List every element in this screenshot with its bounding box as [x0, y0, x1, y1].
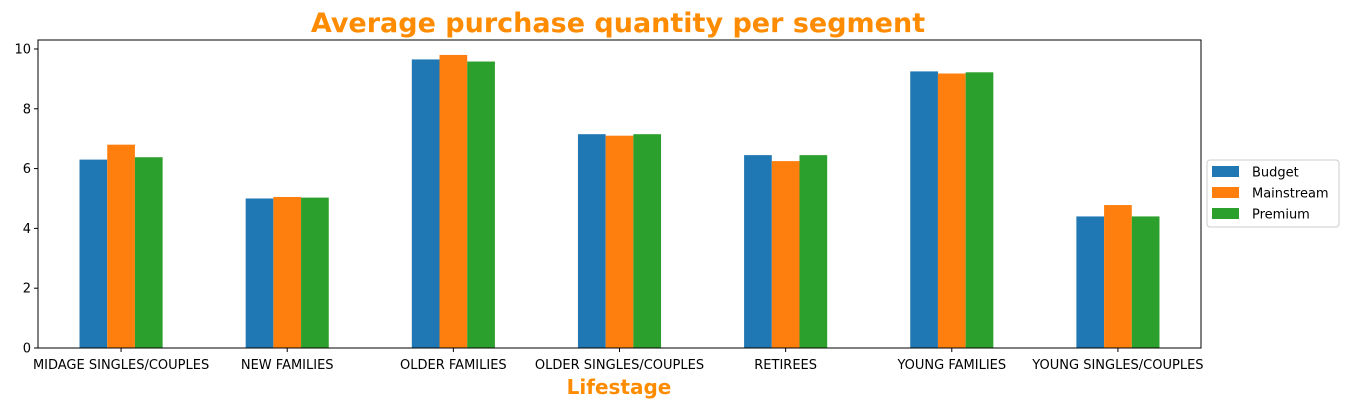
bar-mainstream-2 — [273, 196, 302, 348]
bar-budget-6 — [910, 71, 938, 349]
y-tick-label: 0 — [23, 342, 31, 357]
bar-premium-1 — [134, 157, 163, 348]
bar-mainstream-6 — [937, 73, 966, 349]
bar-premium-4 — [633, 134, 662, 348]
x-tick-label: OLDER SINGLES/COUPLES — [535, 358, 704, 373]
bar-budget-1 — [79, 159, 108, 348]
x-tick-label: RETIREES — [754, 358, 817, 373]
bar-mainstream-1 — [107, 144, 135, 348]
x-axis-label: Lifestage — [567, 375, 672, 399]
y-tick-label: 4 — [23, 222, 31, 237]
bars-group — [79, 54, 1160, 349]
bar-budget-7 — [1076, 216, 1105, 348]
bar-premium-5 — [799, 155, 828, 348]
bar-mainstream-4 — [605, 135, 634, 348]
bar-premium-7 — [1131, 216, 1160, 348]
x-axis: MIDAGE SINGLES/COUPLES NEW FAMILIES OLDER … — [33, 348, 1204, 373]
legend-swatch-premium — [1212, 208, 1239, 219]
bar-budget-3 — [411, 59, 440, 348]
x-tick-label: YOUNG FAMILIES — [896, 358, 1006, 373]
legend-label-premium: Premium — [1252, 208, 1310, 223]
legend-swatch-mainstream — [1212, 187, 1239, 198]
x-tick-label: NEW FAMILIES — [241, 358, 334, 373]
legend-box — [1206, 159, 1340, 228]
x-tick-label: OLDER FAMILIES — [400, 358, 507, 373]
y-tick-label: 8 — [23, 102, 31, 117]
bar-budget-4 — [577, 134, 606, 348]
bar-budget-2 — [245, 198, 274, 348]
y-tick-label: 10 — [14, 42, 31, 57]
bar-premium-3 — [467, 61, 495, 348]
bar-mainstream-5 — [771, 161, 800, 348]
bar-budget-5 — [744, 155, 772, 348]
bar-mainstream-7 — [1104, 205, 1132, 348]
legend-label-mainstream: Mainstream — [1252, 187, 1329, 202]
y-tick-label: 2 — [23, 282, 31, 297]
y-tick-label: 6 — [23, 162, 31, 177]
legend-label-budget: Budget — [1252, 166, 1299, 181]
bar-premium-6 — [965, 72, 994, 349]
legend-swatch-budget — [1212, 166, 1239, 177]
x-tick-label: YOUNG SINGLES/COUPLES — [1031, 358, 1203, 373]
x-tick-label: MIDAGE SINGLES/COUPLES — [33, 358, 209, 373]
legend: Budget Mainstream Premium — [1206, 159, 1340, 228]
bar-premium-2 — [301, 197, 329, 348]
chart-title: Average purchase quantity per segment — [311, 8, 925, 39]
bar-mainstream-3 — [439, 54, 468, 348]
y-axis: 0 2 4 6 8 10 — [14, 42, 38, 357]
